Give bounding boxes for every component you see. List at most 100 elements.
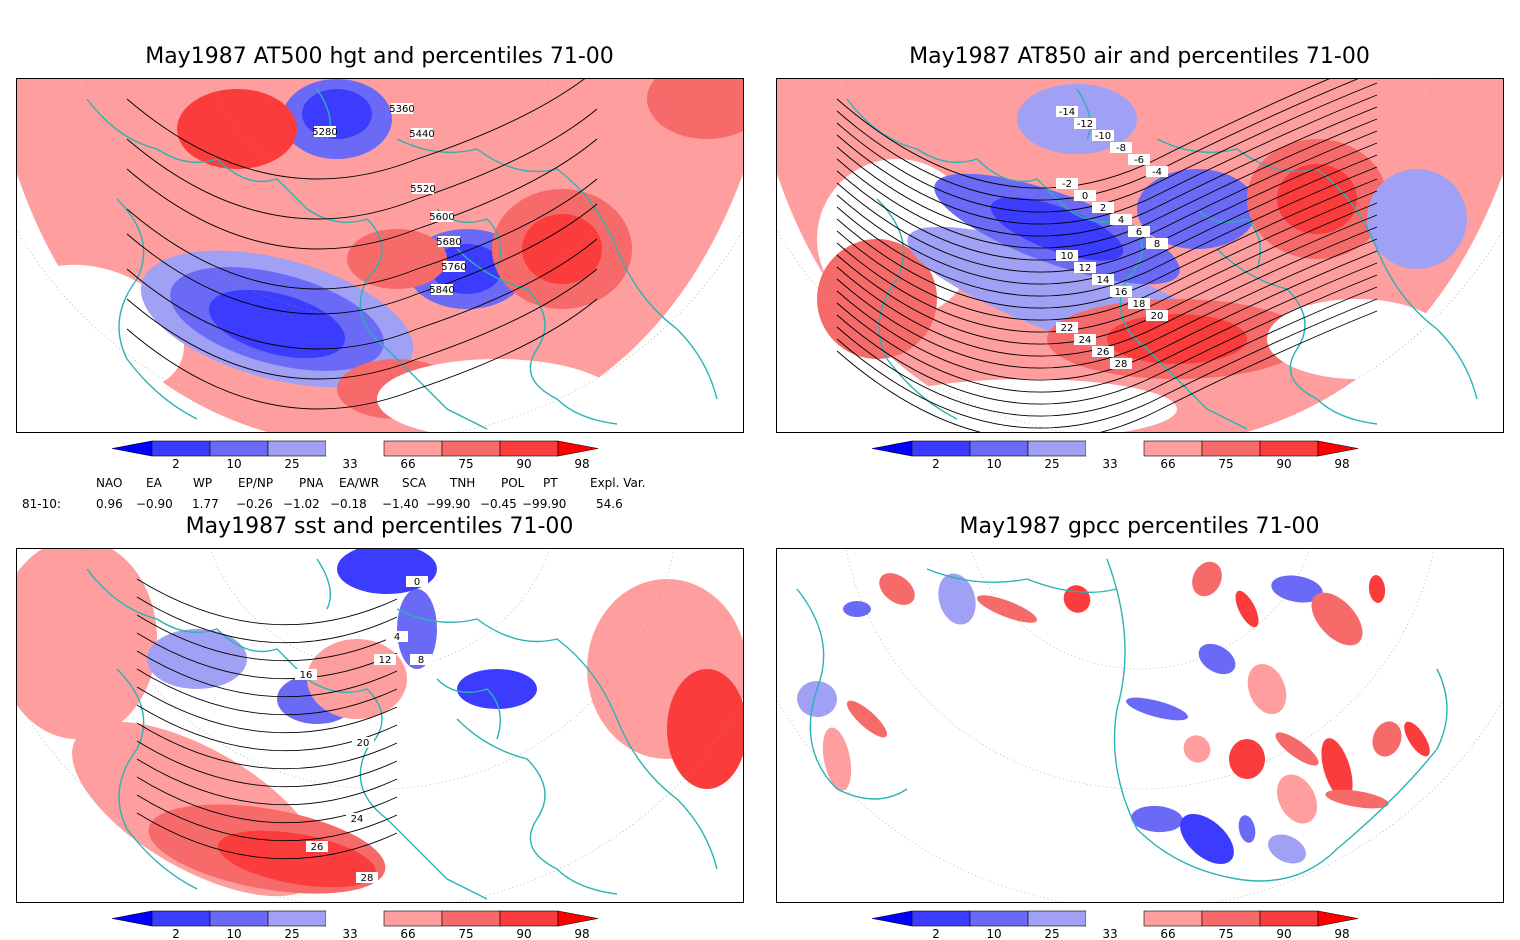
anomaly-region bbox=[822, 727, 852, 791]
colorbar-tick-label: 10 bbox=[986, 457, 1001, 471]
anomaly-region bbox=[647, 79, 743, 139]
colorbar-segment bbox=[1086, 911, 1144, 926]
contour-line bbox=[836, 79, 1359, 201]
colorbar-segment bbox=[499, 440, 559, 457]
colorbar-segment bbox=[151, 910, 211, 927]
contour-line bbox=[136, 686, 398, 734]
contour-label: 26 bbox=[306, 841, 328, 853]
anomaly-region bbox=[1321, 738, 1353, 800]
contour-line bbox=[136, 722, 398, 770]
contour-line bbox=[836, 250, 1378, 381]
contour-line bbox=[836, 142, 1378, 273]
colorbar-top-right: 2 10 25 33 66 75 90 98 bbox=[872, 440, 1359, 471]
map-sst-svg: 0 4 8 12 16 20 24 26 28 bbox=[17, 549, 743, 902]
coastline bbox=[1076, 88, 1261, 270]
svg-text:28: 28 bbox=[361, 873, 374, 884]
contour-line bbox=[126, 203, 598, 315]
contour-label: 20 bbox=[1146, 310, 1168, 322]
contour-line bbox=[836, 262, 1378, 393]
contour-label: 5360 bbox=[389, 103, 415, 115]
svg-text:10: 10 bbox=[1061, 251, 1074, 262]
colorbar-segment bbox=[326, 911, 384, 926]
panel-title-hgt500: May1987 AT500 hgt and percentiles 71-00 bbox=[145, 44, 614, 69]
colorbar-segment bbox=[209, 440, 269, 457]
map-air850-svg: -14-12-10-8-6-4-202468101214161820222426… bbox=[777, 79, 1503, 432]
coastline bbox=[1156, 138, 1478, 400]
colorbar-arrow-high bbox=[1317, 440, 1359, 457]
contour-line bbox=[836, 202, 1378, 333]
index-value-pol: −0.45 bbox=[480, 497, 517, 511]
coastline bbox=[116, 198, 198, 420]
anomaly-region bbox=[147, 629, 247, 689]
contour-label: 16 bbox=[295, 669, 317, 681]
index-header-ea: EA bbox=[146, 476, 162, 490]
svg-text:6: 6 bbox=[1136, 227, 1142, 238]
svg-text:-8: -8 bbox=[1116, 143, 1126, 154]
coastline bbox=[456, 248, 618, 425]
panel-title-gpcc: May1987 gpcc percentiles 71-00 bbox=[959, 514, 1320, 539]
colorbar-tick-label: 98 bbox=[1334, 927, 1349, 940]
anomaly-region bbox=[17, 264, 185, 394]
contour-line bbox=[836, 226, 1378, 357]
svg-text:12: 12 bbox=[1079, 263, 1092, 274]
index-value-ea: −0.90 bbox=[136, 497, 173, 511]
colorbar-top-left: 2 10 25 33 66 75 90 98 bbox=[112, 440, 599, 471]
anomaly-region bbox=[938, 573, 976, 625]
contour-line bbox=[136, 596, 398, 644]
colorbar-segment bbox=[1086, 441, 1144, 456]
svg-text:5680: 5680 bbox=[436, 237, 461, 248]
colorbar-segment bbox=[1201, 440, 1261, 457]
contour-label: 22 bbox=[1056, 322, 1078, 334]
contour-line bbox=[836, 82, 1378, 213]
coastline bbox=[1216, 248, 1378, 425]
map-gpcc-svg bbox=[777, 549, 1503, 902]
coastline bbox=[316, 558, 501, 740]
anomaly-region bbox=[1247, 663, 1287, 715]
anomaly-region bbox=[1368, 575, 1386, 603]
svg-text:16: 16 bbox=[300, 670, 313, 681]
svg-text:5440: 5440 bbox=[409, 129, 434, 140]
anomaly-region bbox=[347, 229, 447, 289]
colorbar-tick-label: 25 bbox=[284, 927, 299, 940]
contour-label: 26 bbox=[1092, 346, 1114, 358]
contour-label: 5280 bbox=[312, 126, 338, 138]
coastline bbox=[846, 98, 1248, 430]
colorbar-segment bbox=[911, 440, 971, 457]
svg-text:18: 18 bbox=[1133, 299, 1146, 310]
svg-text:5520: 5520 bbox=[410, 184, 435, 195]
index-value-eawr: −0.18 bbox=[330, 497, 367, 511]
anomaly-region bbox=[377, 359, 617, 432]
index-header-eawr: EA/WR bbox=[339, 476, 380, 490]
anomaly-region bbox=[1235, 590, 1259, 628]
contour-label: 5680 bbox=[436, 236, 462, 248]
colorbar-tick-label: 33 bbox=[1102, 457, 1117, 471]
contour-label: 0 bbox=[406, 576, 428, 588]
colorbar-tick-label: 2 bbox=[932, 927, 940, 940]
contour-label: -6 bbox=[1128, 154, 1150, 166]
map-gpcc bbox=[776, 548, 1504, 903]
contour-line bbox=[136, 758, 398, 806]
anomaly-region bbox=[1228, 739, 1266, 779]
contour-label: -14 bbox=[1056, 106, 1078, 118]
colorbar-segment bbox=[383, 910, 443, 927]
index-row-label: 81-10: bbox=[22, 497, 61, 511]
contour-line bbox=[836, 94, 1378, 225]
svg-text:0: 0 bbox=[414, 577, 420, 588]
anomaly-region bbox=[1275, 732, 1319, 766]
contour-label: 12 bbox=[374, 654, 396, 666]
coastline bbox=[116, 668, 198, 890]
coastline bbox=[396, 608, 718, 870]
anomaly-region bbox=[667, 669, 743, 789]
svg-text:-14: -14 bbox=[1059, 107, 1075, 118]
contour-label: 5840 bbox=[429, 284, 455, 296]
colorbar-tick-label: 10 bbox=[226, 927, 241, 940]
anomaly-region bbox=[17, 549, 157, 739]
colorbar-tick-label: 2 bbox=[932, 457, 940, 471]
svg-text:-10: -10 bbox=[1095, 131, 1111, 142]
colorbar-arrow-low bbox=[872, 440, 913, 457]
index-header-pt: PT bbox=[543, 476, 558, 490]
index-value-explvar: 54.6 bbox=[596, 497, 623, 511]
anomaly-region bbox=[1126, 697, 1188, 721]
colorbar-tick-label: 98 bbox=[574, 457, 589, 471]
anomaly-region bbox=[797, 680, 837, 718]
